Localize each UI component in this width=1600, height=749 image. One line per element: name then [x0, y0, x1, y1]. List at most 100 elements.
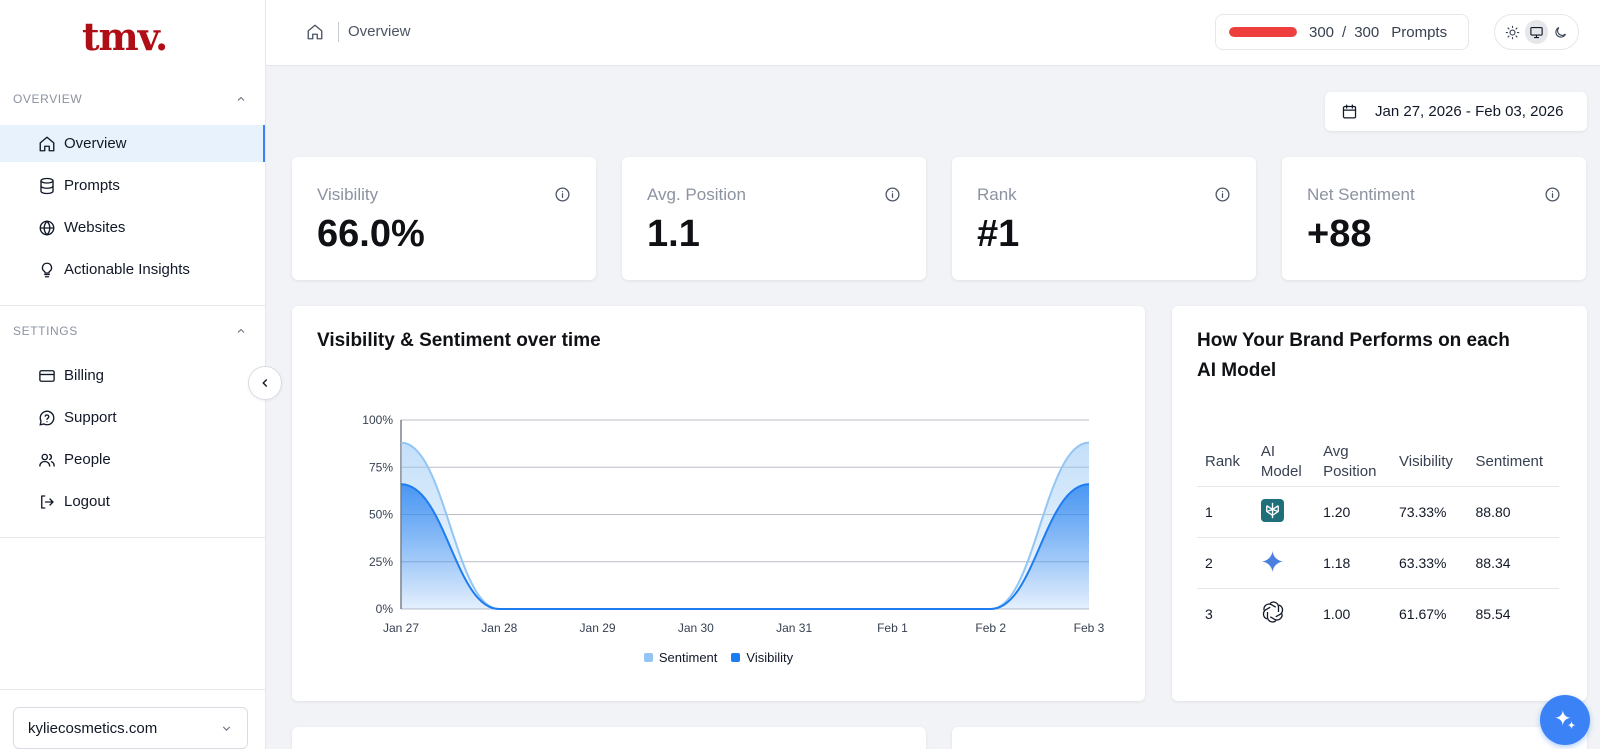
bottom-card-right — [952, 727, 1587, 749]
sidebar-item-label: Websites — [64, 219, 126, 236]
col-avg-position-label: Position — [1323, 462, 1377, 480]
moon-icon — [1555, 26, 1566, 38]
info-icon[interactable] — [884, 186, 901, 203]
col-rank[interactable]: Rank — [1197, 438, 1253, 487]
website-selector[interactable]: kyliecosmetics.com — [13, 707, 248, 749]
cell-rank: 3 — [1205, 605, 1213, 622]
sidebar-divider — [0, 305, 265, 306]
theme-light-button[interactable] — [1501, 20, 1525, 44]
sidebar-item-actionable-insights[interactable]: Actionable Insights — [0, 251, 265, 288]
overview-section-header[interactable]: OVERVIEW — [0, 87, 265, 111]
x-tick-label: Feb 3 — [1074, 621, 1105, 635]
sidebar-item-label: People — [64, 451, 111, 468]
info-icon[interactable] — [554, 186, 571, 203]
perplexity-icon — [1261, 498, 1285, 522]
prompt-usage-indicator: 300 / 300 Prompts — [1215, 14, 1469, 50]
x-tick-label: Jan 27 — [383, 621, 419, 635]
sidebar-item-support[interactable]: Support — [0, 399, 265, 436]
cell-visibility: 61.67% — [1399, 605, 1447, 622]
table-row[interactable]: 2 1.18 63.33% 88.34 — [1197, 537, 1559, 589]
info-icon[interactable] — [1544, 186, 1561, 203]
chevron-left-icon — [262, 379, 268, 387]
chevron-up-icon — [237, 96, 245, 101]
logo[interactable]: tmv. — [82, 14, 168, 59]
collapse-sidebar-button[interactable] — [248, 366, 282, 400]
cell-avg-position: 1.00 — [1323, 605, 1351, 622]
info-icon[interactable] — [1214, 186, 1231, 203]
cell-sentiment: 88.80 — [1467, 486, 1559, 538]
legend-item[interactable]: Visibility — [731, 650, 793, 665]
series-line-visibility — [400, 483, 1090, 610]
stat-card-rank: Rank #1 — [952, 157, 1256, 280]
visibility-sentiment-chart-card: Visibility & Sentiment over time 0% 25% 50… — [292, 306, 1145, 701]
sidebar-item-label: Support — [64, 409, 117, 426]
users-icon — [39, 453, 55, 467]
col-ai-model-label: AI — [1260, 442, 1276, 460]
chevron-up-icon — [237, 328, 245, 333]
top-header: Overview 300 / 300 Prompts — [266, 0, 1600, 66]
series-area-visibility — [401, 484, 1089, 609]
gemini-icon — [1261, 549, 1285, 573]
ai-assistant-button[interactable] — [1540, 695, 1590, 745]
col-avg-position-label: Avg — [1323, 442, 1349, 460]
cell-visibility: 63.33% — [1391, 537, 1468, 589]
sun-icon — [1506, 25, 1520, 39]
theme-system-button[interactable] — [1524, 20, 1549, 44]
sidebar-item-prompts[interactable]: Prompts — [0, 167, 265, 204]
table-row[interactable]: 1 1.20 73.33% 88.80 — [1197, 486, 1559, 538]
sidebar-item-label: Logout — [64, 493, 110, 510]
x-tick-label: Jan 30 — [678, 621, 714, 635]
cell-rank: 2 — [1197, 537, 1253, 589]
stat-label: Rank — [977, 185, 1017, 204]
sidebar: tmv. OVERVIEW Overview Prompts Websites … — [0, 0, 266, 749]
sidebar-item-people[interactable]: People — [0, 441, 265, 478]
y-tick-label: 0% — [376, 602, 394, 616]
legend-swatch — [643, 653, 653, 662]
cell-avg-position: 1.18 — [1315, 537, 1391, 589]
settings-section-label: SETTINGS — [13, 324, 78, 338]
y-tick-label: 75% — [369, 460, 393, 474]
legend-label: Visibility — [746, 650, 794, 665]
sidebar-item-label: Overview — [64, 135, 127, 152]
ai-model-performance-card: How Your Brand Performs on each AI Model… — [1172, 306, 1587, 701]
sidebar-item-logout[interactable]: Logout — [0, 483, 265, 520]
prompts-total: 300 — [1354, 23, 1380, 41]
cell-sentiment: 85.54 — [1475, 605, 1511, 622]
sidebar-item-billing[interactable]: Billing — [0, 357, 265, 394]
credit-card-icon — [39, 369, 55, 382]
help-circle-icon — [39, 410, 55, 426]
stat-value: #1 — [977, 213, 1020, 255]
col-visibility[interactable]: Visibility — [1391, 438, 1468, 487]
col-ai-model[interactable]: AI Model — [1252, 438, 1316, 487]
sparkles-icon — [1555, 710, 1576, 730]
col-rank-label: Rank — [1205, 452, 1241, 470]
prompts-label: Prompts — [1391, 23, 1448, 41]
home-icon[interactable] — [306, 23, 324, 41]
sidebar-item-overview[interactable]: Overview — [0, 125, 265, 162]
visibility-sentiment-chart: 0% 25% 50% 75% 100% Jan 27 Jan 28 Jan 29 Jan 30 J… — [362, 413, 1105, 635]
sidebar-divider — [0, 689, 265, 690]
legend-label: Sentiment — [658, 650, 718, 665]
cell-model — [1252, 537, 1316, 589]
y-tick-label: 50% — [369, 508, 393, 522]
stat-card-visibility: Visibility 66.0% — [292, 157, 596, 280]
date-range-picker[interactable]: Jan 27, 2026 - Feb 03, 2026 — [1325, 92, 1587, 131]
legend-item[interactable]: Sentiment — [643, 650, 718, 665]
table-row[interactable]: 3 — [1197, 588, 1559, 639]
models-card-title-line: How Your Brand Performs on each — [1197, 330, 1510, 351]
chevron-down-icon — [222, 725, 231, 731]
stat-label: Net Sentiment — [1307, 185, 1415, 204]
col-avg-position[interactable]: Avg Position — [1315, 438, 1391, 487]
y-tick-label: 100% — [362, 413, 393, 427]
stat-value: 1.1 — [647, 213, 700, 255]
sidebar-item-websites[interactable]: Websites — [0, 209, 265, 246]
theme-dark-button[interactable] — [1548, 20, 1572, 44]
x-tick-label: Jan 28 — [481, 621, 517, 635]
x-tick-label: Jan 31 — [776, 621, 812, 635]
col-sentiment[interactable]: Sentiment — [1467, 438, 1559, 487]
settings-section-header[interactable]: SETTINGS — [0, 319, 265, 343]
bottom-card-left — [292, 727, 926, 749]
x-tick-label: Feb 1 — [877, 621, 908, 635]
lightbulb-icon — [41, 262, 53, 277]
models-card-title-line: AI Model — [1197, 360, 1277, 381]
